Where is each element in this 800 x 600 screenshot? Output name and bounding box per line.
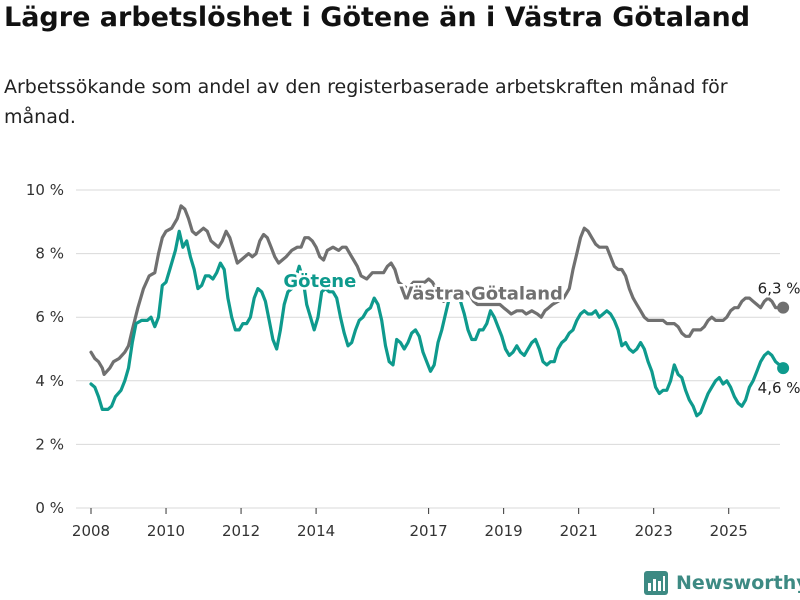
y-tick-label: 10 % (26, 181, 64, 199)
x-tick-label: 2017 (410, 522, 448, 540)
newsworthy-logo: Newsworthy (644, 568, 800, 598)
series-end-marker-götene (777, 362, 790, 375)
series-line-västra-götaland (89, 204, 785, 376)
series-line-götene (89, 229, 785, 418)
chart-subtitle: Arbetssökande som andel av den registerb… (4, 76, 728, 128)
series-name-label-götene: Götene (283, 271, 356, 292)
y-tick-label: 6 % (35, 308, 64, 326)
brand-name: Newsworthy (676, 572, 800, 594)
y-tick-label: 8 % (35, 245, 64, 263)
y-tick-label: 4 % (35, 372, 64, 390)
x-axis-ticks: 2008 2010 2012 2014 2017 2019 2021 2023 2025 (72, 508, 748, 540)
x-tick-label: 2021 (560, 522, 598, 540)
y-axis-ticks: 0 % 2 % 4 % 6 % 8 % 10 % (26, 181, 64, 517)
series-end-label-götene: 4,6 % (758, 379, 800, 397)
series-name-label-västra-götaland: Västra Götaland (399, 284, 563, 305)
series-layer (89, 204, 785, 418)
series-end-label-västra-götaland: 6,3 % (758, 280, 800, 298)
y-tick-label: 2 % (35, 435, 64, 453)
label-layer: 6,3 % Västra Götaland 4,6 % Götene (281, 268, 800, 399)
x-tick-label: 2025 (710, 522, 748, 540)
y-tick-label: 0 % (35, 499, 64, 517)
series-end-marker-västra-götaland (777, 301, 790, 314)
x-tick-label: 2014 (297, 522, 335, 540)
x-tick-label: 2010 (147, 522, 185, 540)
grid-layer (76, 189, 780, 509)
x-tick-label: 2019 (485, 522, 523, 540)
chart-title: Lägre arbetslöshet i Götene än i Västra … (4, 2, 751, 33)
x-tick-label: 2012 (222, 522, 260, 540)
x-tick-label: 2008 (72, 522, 110, 540)
x-tick-label: 2023 (635, 522, 673, 540)
bar-chart-icon (644, 571, 668, 595)
